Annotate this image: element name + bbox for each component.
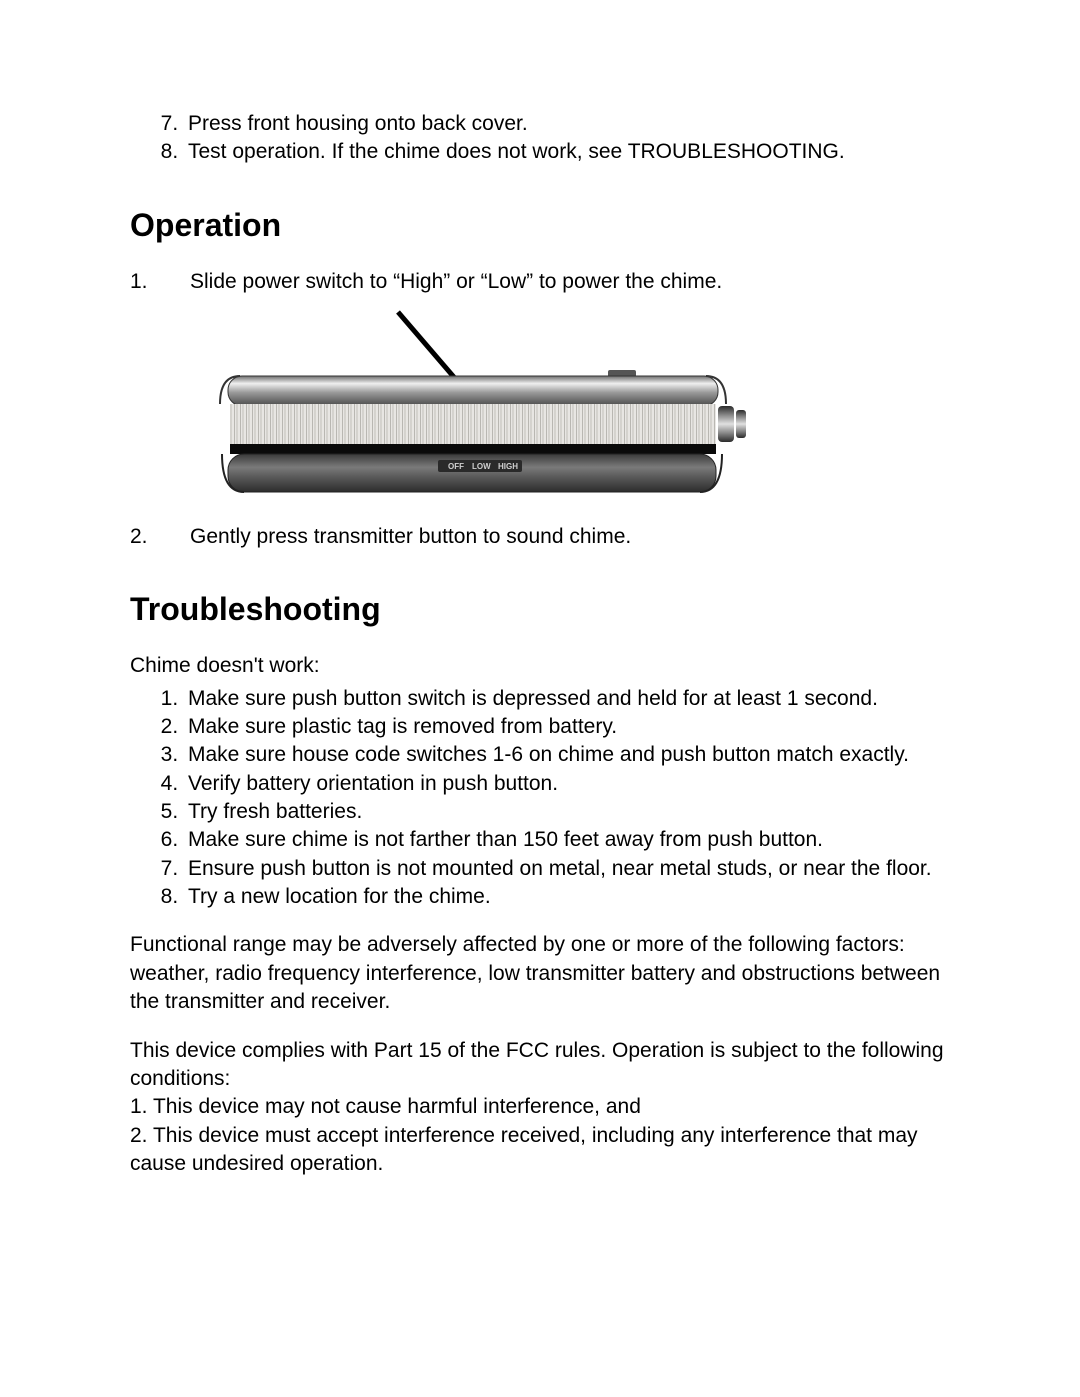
operation-step-2: 2. Gently press transmitter button to so…: [130, 523, 950, 551]
troubleshooting-intro: Chime doesn't work:: [130, 652, 950, 680]
chime-figure: OFF LOW HIGH: [210, 304, 950, 509]
operation-list: 1. Slide power switch to “High” or “Low”…: [130, 268, 950, 296]
fcc-block: This device complies with Part 15 of the…: [130, 1037, 950, 1179]
ts-item-8: Try a new location for the chime.: [184, 883, 950, 911]
document-page: Press front housing onto back cover. Tes…: [0, 0, 1080, 1397]
right-cap-2: [736, 410, 746, 438]
fcc-condition-2: 2. This device must accept interference …: [130, 1122, 950, 1179]
operation-heading: Operation: [130, 207, 950, 244]
ts-item-5-text: Try fresh batteries.: [188, 800, 362, 823]
operation-step-2-num: 2.: [130, 523, 190, 551]
prior-step-8: Test operation. If the chime does not wo…: [184, 138, 950, 166]
ts-item-6: Make sure chime is not farther than 150 …: [184, 826, 950, 854]
troubleshooting-heading: Troubleshooting: [130, 591, 950, 628]
troubleshooting-list: Make sure push button switch is depresse…: [130, 685, 950, 912]
ts-item-2: Make sure plastic tag is removed from ba…: [184, 713, 950, 741]
ts-item-1: Make sure push button switch is depresse…: [184, 685, 950, 713]
ts-item-6-text: Make sure chime is not farther than 150 …: [188, 828, 823, 851]
prior-step-7-text: Press front housing onto back cover.: [188, 112, 528, 135]
prior-steps-list: Press front housing onto back cover. Tes…: [130, 110, 950, 167]
ts-item-5: Try fresh batteries.: [184, 798, 950, 826]
fcc-intro: This device complies with Part 15 of the…: [130, 1037, 950, 1094]
ts-item-7-text: Ensure push button is not mounted on met…: [188, 857, 932, 880]
knurled-band: [230, 404, 716, 444]
operation-step-1-num: 1.: [130, 268, 190, 296]
switch-label-high: HIGH: [498, 462, 518, 471]
operation-step-2-text: Gently press transmitter button to sound…: [190, 523, 950, 551]
operation-list-2: 2. Gently press transmitter button to so…: [130, 523, 950, 551]
operation-step-1: 1. Slide power switch to “High” or “Low”…: [130, 268, 950, 296]
ts-item-3: Make sure house code switches 1-6 on chi…: [184, 741, 950, 769]
operation-step-1-text: Slide power switch to “High” or “Low” to…: [190, 268, 950, 296]
ts-item-1-text: Make sure push button switch is depresse…: [188, 687, 878, 710]
bottom-housing: OFF LOW HIGH: [222, 454, 722, 492]
chime-svg: OFF LOW HIGH: [210, 304, 770, 504]
switch-label-low: LOW: [472, 462, 491, 471]
ts-item-3-text: Make sure house code switches 1-6 on chi…: [188, 743, 909, 766]
fcc-condition-1: 1. This device may not cause harmful int…: [130, 1093, 950, 1121]
ts-item-4-text: Verify battery orientation in push butto…: [188, 772, 558, 795]
ts-item-8-text: Try a new location for the chime.: [188, 885, 491, 908]
black-band: [230, 444, 716, 454]
ts-item-7: Ensure push button is not mounted on met…: [184, 855, 950, 883]
prior-step-7: Press front housing onto back cover.: [184, 110, 950, 138]
right-cap-1: [718, 406, 734, 442]
switch-label-off: OFF: [448, 462, 464, 471]
ts-item-4: Verify battery orientation in push butto…: [184, 770, 950, 798]
ts-item-2-text: Make sure plastic tag is removed from ba…: [188, 715, 617, 738]
range-paragraph: Functional range may be adversely affect…: [130, 931, 950, 1016]
top-rim: [220, 376, 726, 406]
prior-step-8-text: Test operation. If the chime does not wo…: [188, 140, 845, 163]
